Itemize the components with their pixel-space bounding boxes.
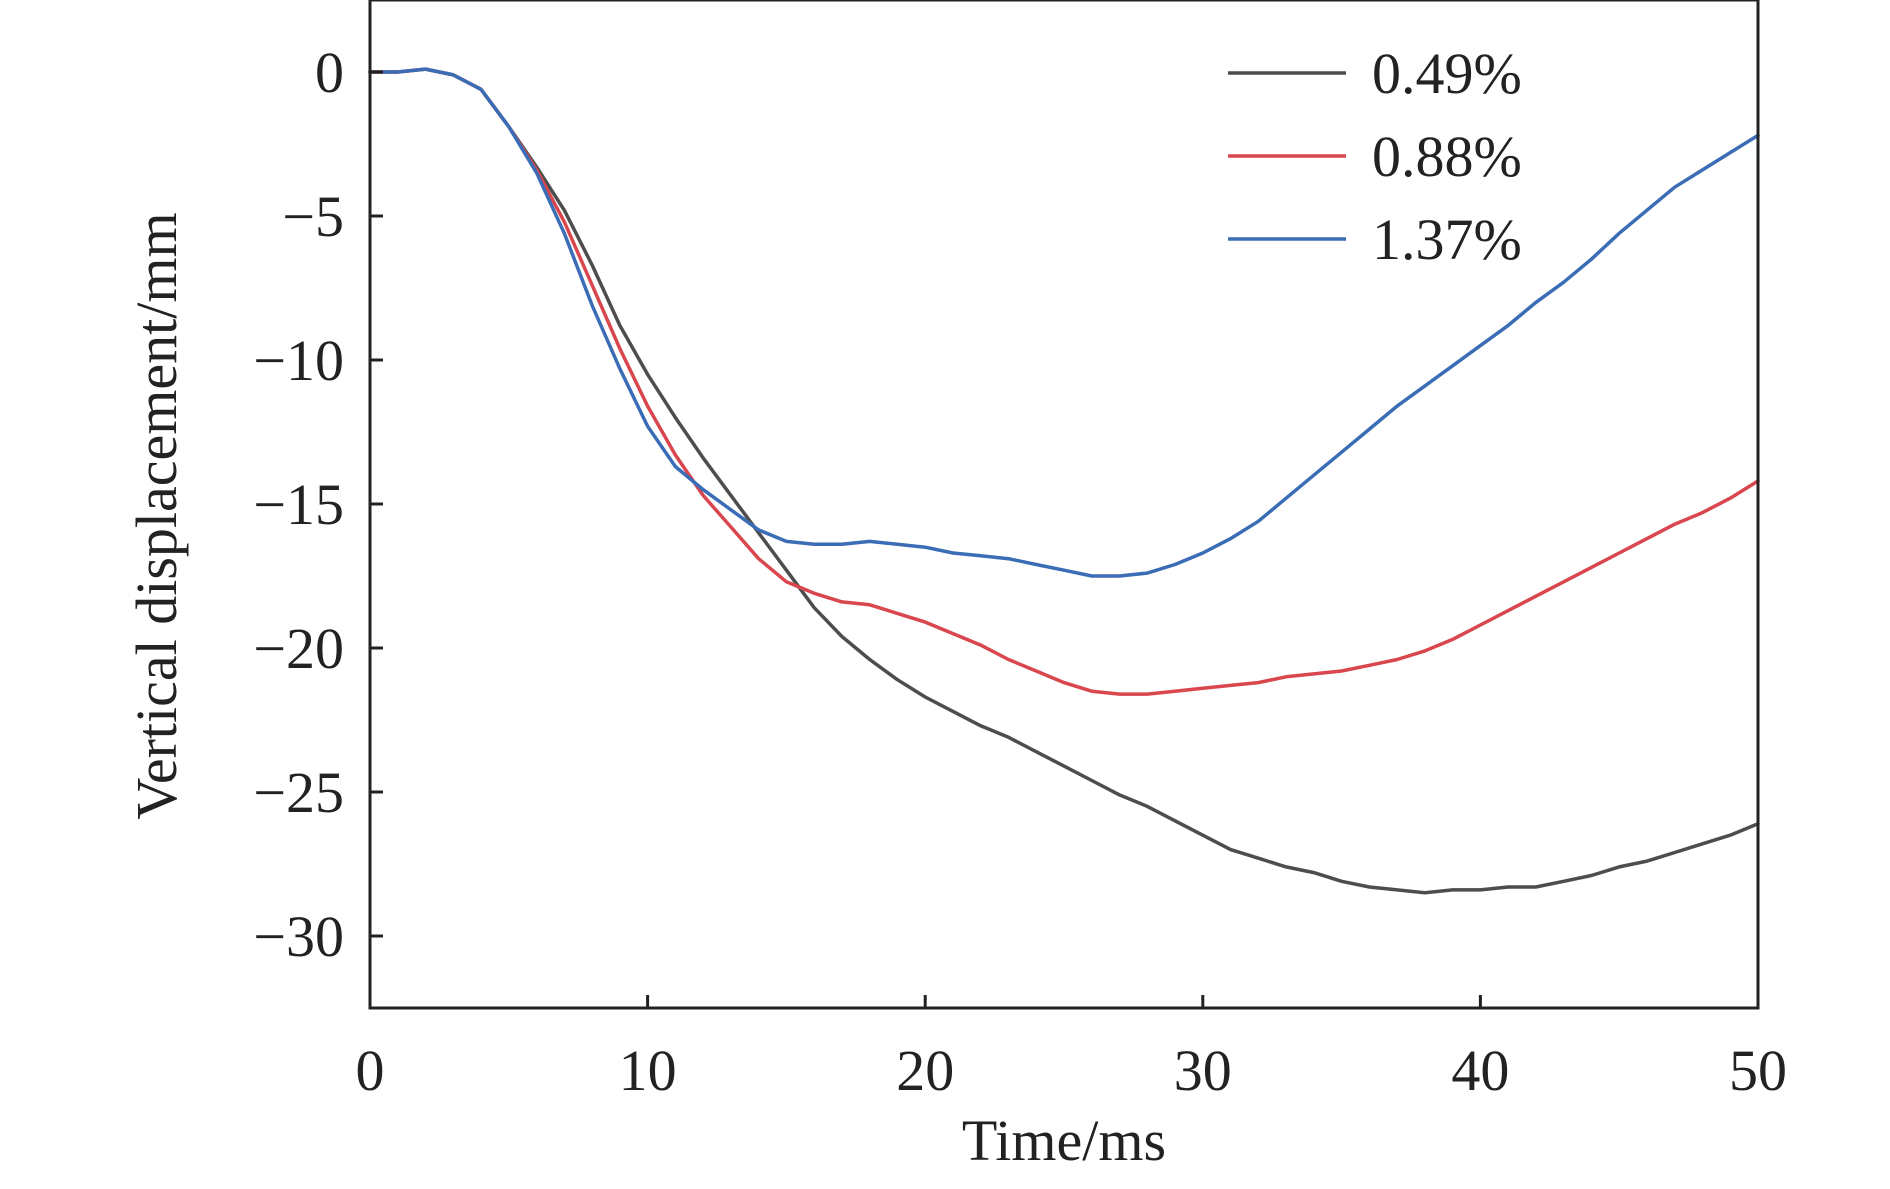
legend-label-3: 1.37% — [1372, 207, 1522, 272]
x-tick-label: 50 — [1729, 1038, 1787, 1103]
y-tick-label: −20 — [253, 616, 344, 681]
y-axis-title: Vertical displacement/mm — [124, 212, 189, 819]
y-tick-label: −5 — [282, 184, 344, 249]
x-tick-label: 10 — [619, 1038, 677, 1103]
ticks-layer: 0 10 20 30 40 50 0 −5 −10 −15 −20 −25 −30 — [253, 40, 1787, 1103]
plot-frame — [368, 0, 1760, 1010]
series-line-3 — [368, 67, 1760, 578]
y-tick-label: −10 — [253, 328, 344, 393]
x-axis-title: Time/ms — [962, 1108, 1166, 1173]
y-tick-label: 0 — [315, 40, 344, 105]
x-tick-label: 30 — [1174, 1038, 1232, 1103]
series-line-1 — [368, 67, 1760, 895]
series-layer — [368, 67, 1760, 895]
legend-label-1: 0.49% — [1372, 41, 1522, 106]
series-line-2 — [368, 67, 1760, 696]
legend: 0.49% 0.88% 1.37% — [1228, 41, 1522, 272]
y-tick-label: −15 — [253, 472, 344, 537]
y-tick-label: −30 — [253, 904, 344, 969]
legend-label-2: 0.88% — [1372, 124, 1522, 189]
x-tick-label: 20 — [896, 1038, 954, 1103]
x-tick-label: 0 — [356, 1038, 385, 1103]
x-tick-label: 40 — [1451, 1038, 1509, 1103]
y-tick-label: −25 — [253, 760, 344, 825]
